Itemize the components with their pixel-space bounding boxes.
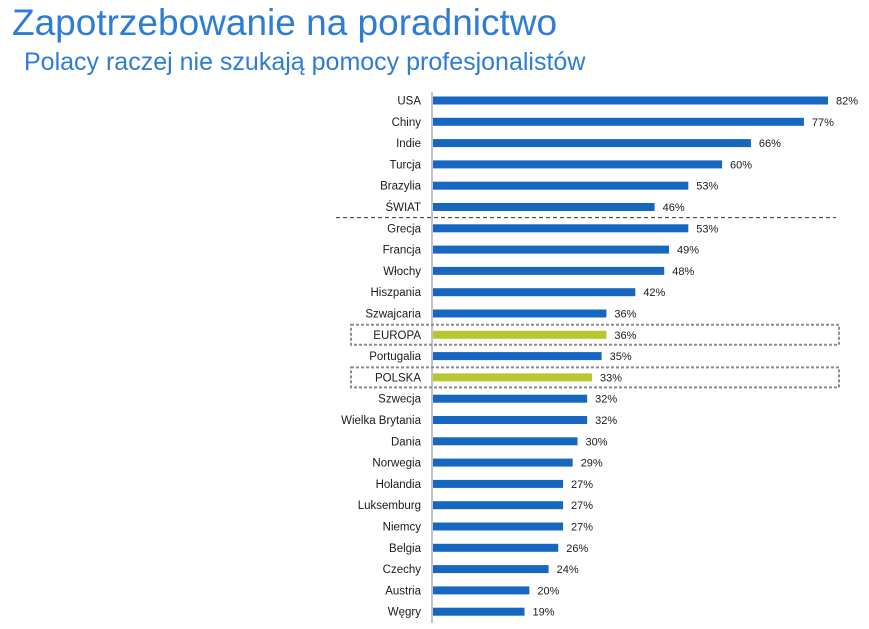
value-label-portugalia: 35% bbox=[610, 351, 632, 363]
category-label-niemcy: Niemcy bbox=[383, 522, 422, 534]
category-label-dania: Dania bbox=[391, 436, 422, 448]
value-label-grecja: 53% bbox=[696, 223, 718, 235]
bar-niemcy bbox=[433, 522, 564, 531]
bar-europa bbox=[433, 330, 607, 339]
bar-szwajcaria bbox=[433, 309, 607, 318]
bar-świat bbox=[433, 203, 655, 211]
value-label-hiszpania: 42% bbox=[643, 287, 665, 299]
category-label-szwecja: Szwecja bbox=[378, 394, 421, 406]
bar-indie bbox=[433, 139, 751, 148]
value-label-wielka-brytania: 32% bbox=[595, 415, 617, 427]
value-label-węgry: 19% bbox=[533, 607, 555, 619]
value-label-niemcy: 27% bbox=[571, 522, 593, 534]
value-label-dania: 30% bbox=[586, 436, 608, 448]
value-label-włochy: 48% bbox=[672, 266, 694, 278]
bar-wielka-brytania bbox=[433, 416, 588, 424]
bar-turcja bbox=[433, 160, 723, 169]
value-label-francja: 49% bbox=[677, 245, 699, 257]
bar-portugalia bbox=[433, 352, 602, 361]
value-label-luksemburg: 27% bbox=[571, 500, 593, 512]
category-label-europa: EUROPA bbox=[373, 330, 421, 342]
category-label-świat: ŚWIAT bbox=[385, 201, 421, 214]
category-label-holandia: Holandia bbox=[376, 479, 422, 491]
value-label-indie: 66% bbox=[759, 138, 781, 150]
category-label-węgry: Węgry bbox=[388, 607, 421, 619]
value-label-brazylia: 53% bbox=[696, 181, 718, 193]
category-label-szwajcaria: Szwajcaria bbox=[365, 309, 421, 321]
category-label-norwegia: Norwegia bbox=[372, 458, 421, 470]
bar-usa bbox=[433, 96, 828, 105]
category-label-turcja: Turcja bbox=[389, 159, 421, 171]
bar-luksemburg bbox=[433, 501, 564, 510]
category-label-hiszpania: Hiszpania bbox=[371, 287, 422, 299]
value-label-świat: 46% bbox=[663, 202, 685, 214]
bar-brazylia bbox=[433, 181, 689, 190]
bar-grecja bbox=[433, 224, 689, 233]
bar-holandia bbox=[433, 479, 564, 488]
category-label-luksemburg: Luksemburg bbox=[358, 500, 421, 512]
category-label-portugalia: Portugalia bbox=[369, 351, 421, 363]
bar-norwegia bbox=[433, 458, 573, 467]
highlight-box-polska bbox=[350, 366, 840, 389]
value-label-chiny: 77% bbox=[812, 117, 834, 129]
value-label-europa: 36% bbox=[614, 330, 636, 342]
bar-chiny bbox=[433, 117, 804, 126]
bar-węgry bbox=[433, 607, 525, 616]
bar-austria bbox=[433, 586, 530, 595]
page-subtitle: Polacy raczej nie szukają pomocy profesj… bbox=[24, 48, 586, 76]
category-label-polska: POLSKA bbox=[375, 372, 421, 384]
category-label-czechy: Czechy bbox=[383, 564, 422, 576]
category-label-chiny: Chiny bbox=[392, 117, 422, 129]
category-label-usa: USA bbox=[397, 96, 421, 108]
value-label-usa: 82% bbox=[836, 96, 858, 108]
value-label-czechy: 24% bbox=[557, 564, 579, 576]
value-label-polska: 33% bbox=[600, 372, 622, 384]
bar-francja bbox=[433, 245, 670, 254]
value-label-norwegia: 29% bbox=[581, 458, 603, 470]
value-label-turcja: 60% bbox=[730, 159, 752, 171]
category-label-belgia: Belgia bbox=[389, 543, 422, 555]
bar-belgia bbox=[433, 543, 559, 552]
category-label-indie: Indie bbox=[396, 138, 421, 150]
value-label-szwajcaria: 36% bbox=[614, 309, 636, 321]
bar-czechy bbox=[433, 565, 549, 574]
bar-hiszpania bbox=[433, 288, 636, 297]
category-label-brazylia: Brazylia bbox=[380, 181, 422, 193]
category-label-wielka-brytania: Wielka Brytania bbox=[341, 415, 421, 427]
value-label-szwecja: 32% bbox=[595, 394, 617, 406]
bar-włochy bbox=[433, 266, 665, 275]
bar-polska bbox=[433, 373, 592, 382]
value-label-belgia: 26% bbox=[566, 543, 588, 555]
category-label-francja: Francja bbox=[383, 245, 422, 257]
category-label-włochy: Włochy bbox=[383, 266, 421, 278]
category-label-austria: Austria bbox=[385, 585, 421, 597]
highlight-box-europa bbox=[350, 323, 840, 346]
value-label-austria: 20% bbox=[537, 585, 559, 597]
bar-szwecja bbox=[433, 394, 588, 403]
bar-dania bbox=[433, 437, 578, 446]
page-title: Zapotrzebowanie na poradnictwo bbox=[12, 2, 558, 43]
category-label-grecja: Grecja bbox=[387, 223, 421, 235]
value-label-holandia: 27% bbox=[571, 479, 593, 491]
